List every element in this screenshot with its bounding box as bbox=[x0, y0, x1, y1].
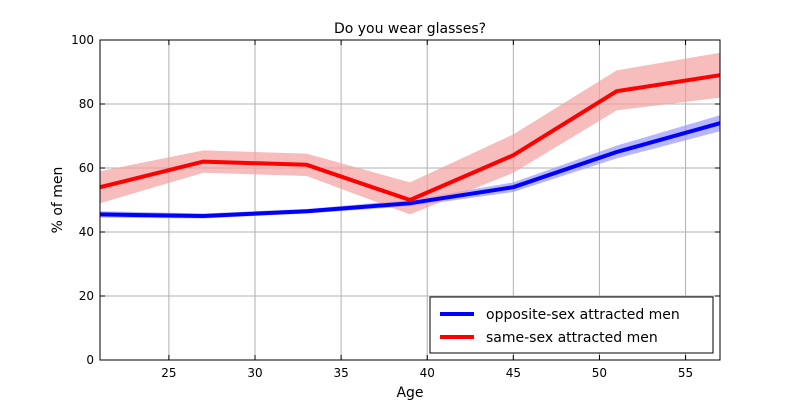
legend-label-1: same-sex attracted men bbox=[486, 330, 658, 346]
x-tick-label: 30 bbox=[247, 366, 262, 380]
series-line-1 bbox=[99, 73, 721, 202]
y-tick-label: 40 bbox=[79, 225, 94, 239]
x-axis-title: Age bbox=[396, 385, 423, 400]
x-tick-label: 45 bbox=[506, 366, 521, 380]
x-tick-label: 35 bbox=[333, 366, 348, 380]
y-tick-label: 60 bbox=[79, 161, 94, 175]
plot-frame bbox=[99, 39, 721, 361]
y-tick-label: 0 bbox=[86, 353, 94, 367]
axis-ticks: 25 30 35 40 45 50 55 0 20 40 60 80 100 bbox=[71, 33, 720, 380]
series-line-0 bbox=[99, 121, 721, 218]
y-axis-title: % of men bbox=[50, 167, 66, 234]
x-tick-label: 25 bbox=[161, 366, 176, 380]
y-tick-label: 100 bbox=[71, 33, 94, 47]
chart-title: Do you wear glasses? bbox=[334, 21, 486, 37]
series-lines bbox=[99, 73, 721, 218]
legend-label-0: opposite-sex attracted men bbox=[486, 307, 680, 323]
legend-box bbox=[429, 296, 714, 354]
confidence-bands bbox=[100, 52, 720, 219]
x-tick-label: 50 bbox=[592, 366, 607, 380]
x-tick-label: 55 bbox=[678, 366, 693, 380]
y-tick-label: 20 bbox=[79, 289, 94, 303]
legend: opposite-sex attracted men same-sex attra… bbox=[429, 296, 714, 354]
series-band-1 bbox=[100, 52, 720, 215]
x-tick-label: 40 bbox=[420, 366, 435, 380]
y-tick-label: 80 bbox=[79, 97, 94, 111]
